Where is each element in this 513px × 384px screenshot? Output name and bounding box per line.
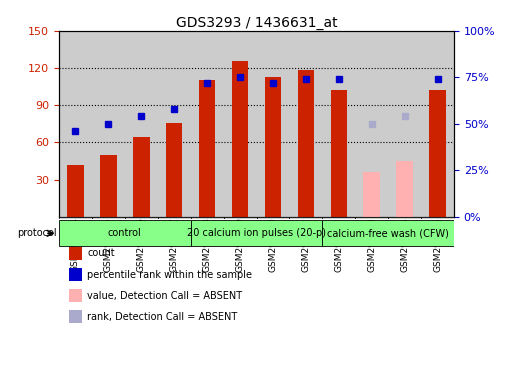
Bar (224, 217, 256, 219)
Bar (191, 31, 224, 217)
Bar (397, 161, 413, 217)
Text: calcium-free wash (CFW): calcium-free wash (CFW) (327, 228, 449, 238)
Text: GSM296821: GSM296821 (301, 217, 310, 272)
Bar (388, 31, 421, 217)
Bar (355, 217, 388, 219)
Text: count: count (87, 248, 115, 258)
Text: GSM296822: GSM296822 (334, 217, 343, 272)
Text: value, Detection Call = ABSENT: value, Detection Call = ABSENT (87, 291, 242, 301)
Text: GSM296814: GSM296814 (71, 217, 80, 272)
Bar (92, 217, 125, 219)
Bar (133, 137, 149, 217)
Text: GSM296815: GSM296815 (104, 217, 113, 272)
Bar (191, 220, 322, 246)
Text: control: control (108, 228, 142, 238)
Bar (59, 217, 92, 219)
Text: percentile rank within the sample: percentile rank within the sample (87, 270, 252, 280)
Title: GDS3293 / 1436631_at: GDS3293 / 1436631_at (175, 16, 338, 30)
Bar (429, 90, 446, 217)
Bar (265, 77, 281, 217)
Bar (224, 31, 256, 217)
Bar (421, 31, 454, 217)
Bar (125, 31, 157, 217)
Bar (322, 31, 355, 217)
Bar (355, 31, 388, 217)
Text: GSM296818: GSM296818 (203, 217, 212, 272)
Text: GSM296817: GSM296817 (170, 217, 179, 272)
Bar (421, 217, 454, 219)
Text: 20 calcium ion pulses (20-p): 20 calcium ion pulses (20-p) (187, 228, 326, 238)
Text: GSM296820: GSM296820 (268, 217, 278, 272)
Bar (92, 31, 125, 217)
Bar (322, 217, 355, 219)
Bar (191, 217, 224, 219)
Bar (298, 70, 314, 217)
Bar (388, 217, 421, 219)
Text: rank, Detection Call = ABSENT: rank, Detection Call = ABSENT (87, 312, 238, 322)
Text: GSM296824: GSM296824 (400, 217, 409, 272)
Bar (322, 220, 454, 246)
Bar (166, 122, 183, 217)
Bar (158, 217, 191, 219)
Text: GSM296816: GSM296816 (137, 217, 146, 272)
Text: protocol: protocol (17, 228, 56, 238)
Bar (100, 155, 116, 217)
Bar (232, 61, 248, 217)
Bar (330, 90, 347, 217)
Bar (67, 165, 84, 217)
Text: GSM296819: GSM296819 (235, 217, 245, 272)
Bar (364, 172, 380, 217)
Bar (256, 31, 289, 217)
Bar (289, 217, 322, 219)
Bar (199, 80, 215, 217)
Bar (256, 217, 289, 219)
Bar (59, 31, 92, 217)
Bar (289, 31, 322, 217)
Text: GSM296825: GSM296825 (433, 217, 442, 272)
Bar (125, 217, 158, 219)
Bar (157, 31, 191, 217)
Text: GSM296823: GSM296823 (367, 217, 376, 272)
Bar (59, 220, 191, 246)
